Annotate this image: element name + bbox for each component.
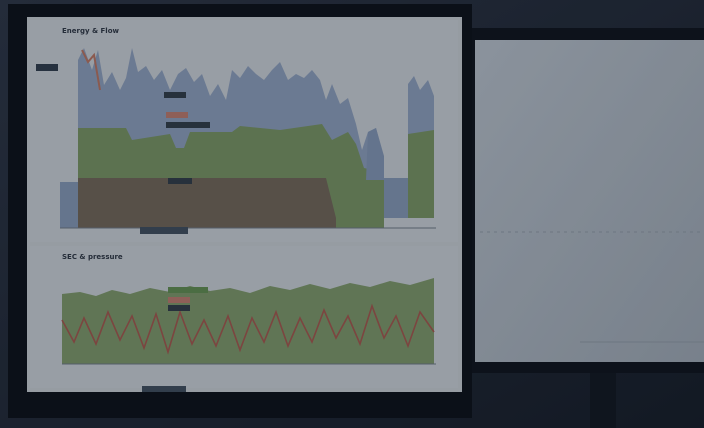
tooltip xyxy=(168,178,192,184)
chart-title: SEC & pressure xyxy=(62,253,123,261)
bottom-chart: SEC & pressure xyxy=(30,246,458,392)
top-chart: Energy & Flow xyxy=(30,20,458,242)
tooltip xyxy=(168,287,208,293)
peak-line xyxy=(81,49,101,91)
tooltip xyxy=(166,112,188,118)
area xyxy=(384,178,408,218)
area xyxy=(62,278,434,364)
chart-title: Energy & Flow xyxy=(62,27,120,35)
area xyxy=(408,130,434,218)
area xyxy=(366,128,384,180)
area xyxy=(78,178,336,228)
line xyxy=(61,303,435,355)
axis-badge xyxy=(36,64,58,71)
monitor-stand xyxy=(590,365,616,428)
tooltip xyxy=(168,297,190,303)
tooltip xyxy=(168,305,190,311)
cursor-label xyxy=(140,227,188,234)
right-monitor-screen xyxy=(475,40,704,362)
area xyxy=(60,182,78,228)
cursor-label xyxy=(142,386,186,392)
tooltip xyxy=(164,92,186,98)
tooltip xyxy=(166,122,210,128)
